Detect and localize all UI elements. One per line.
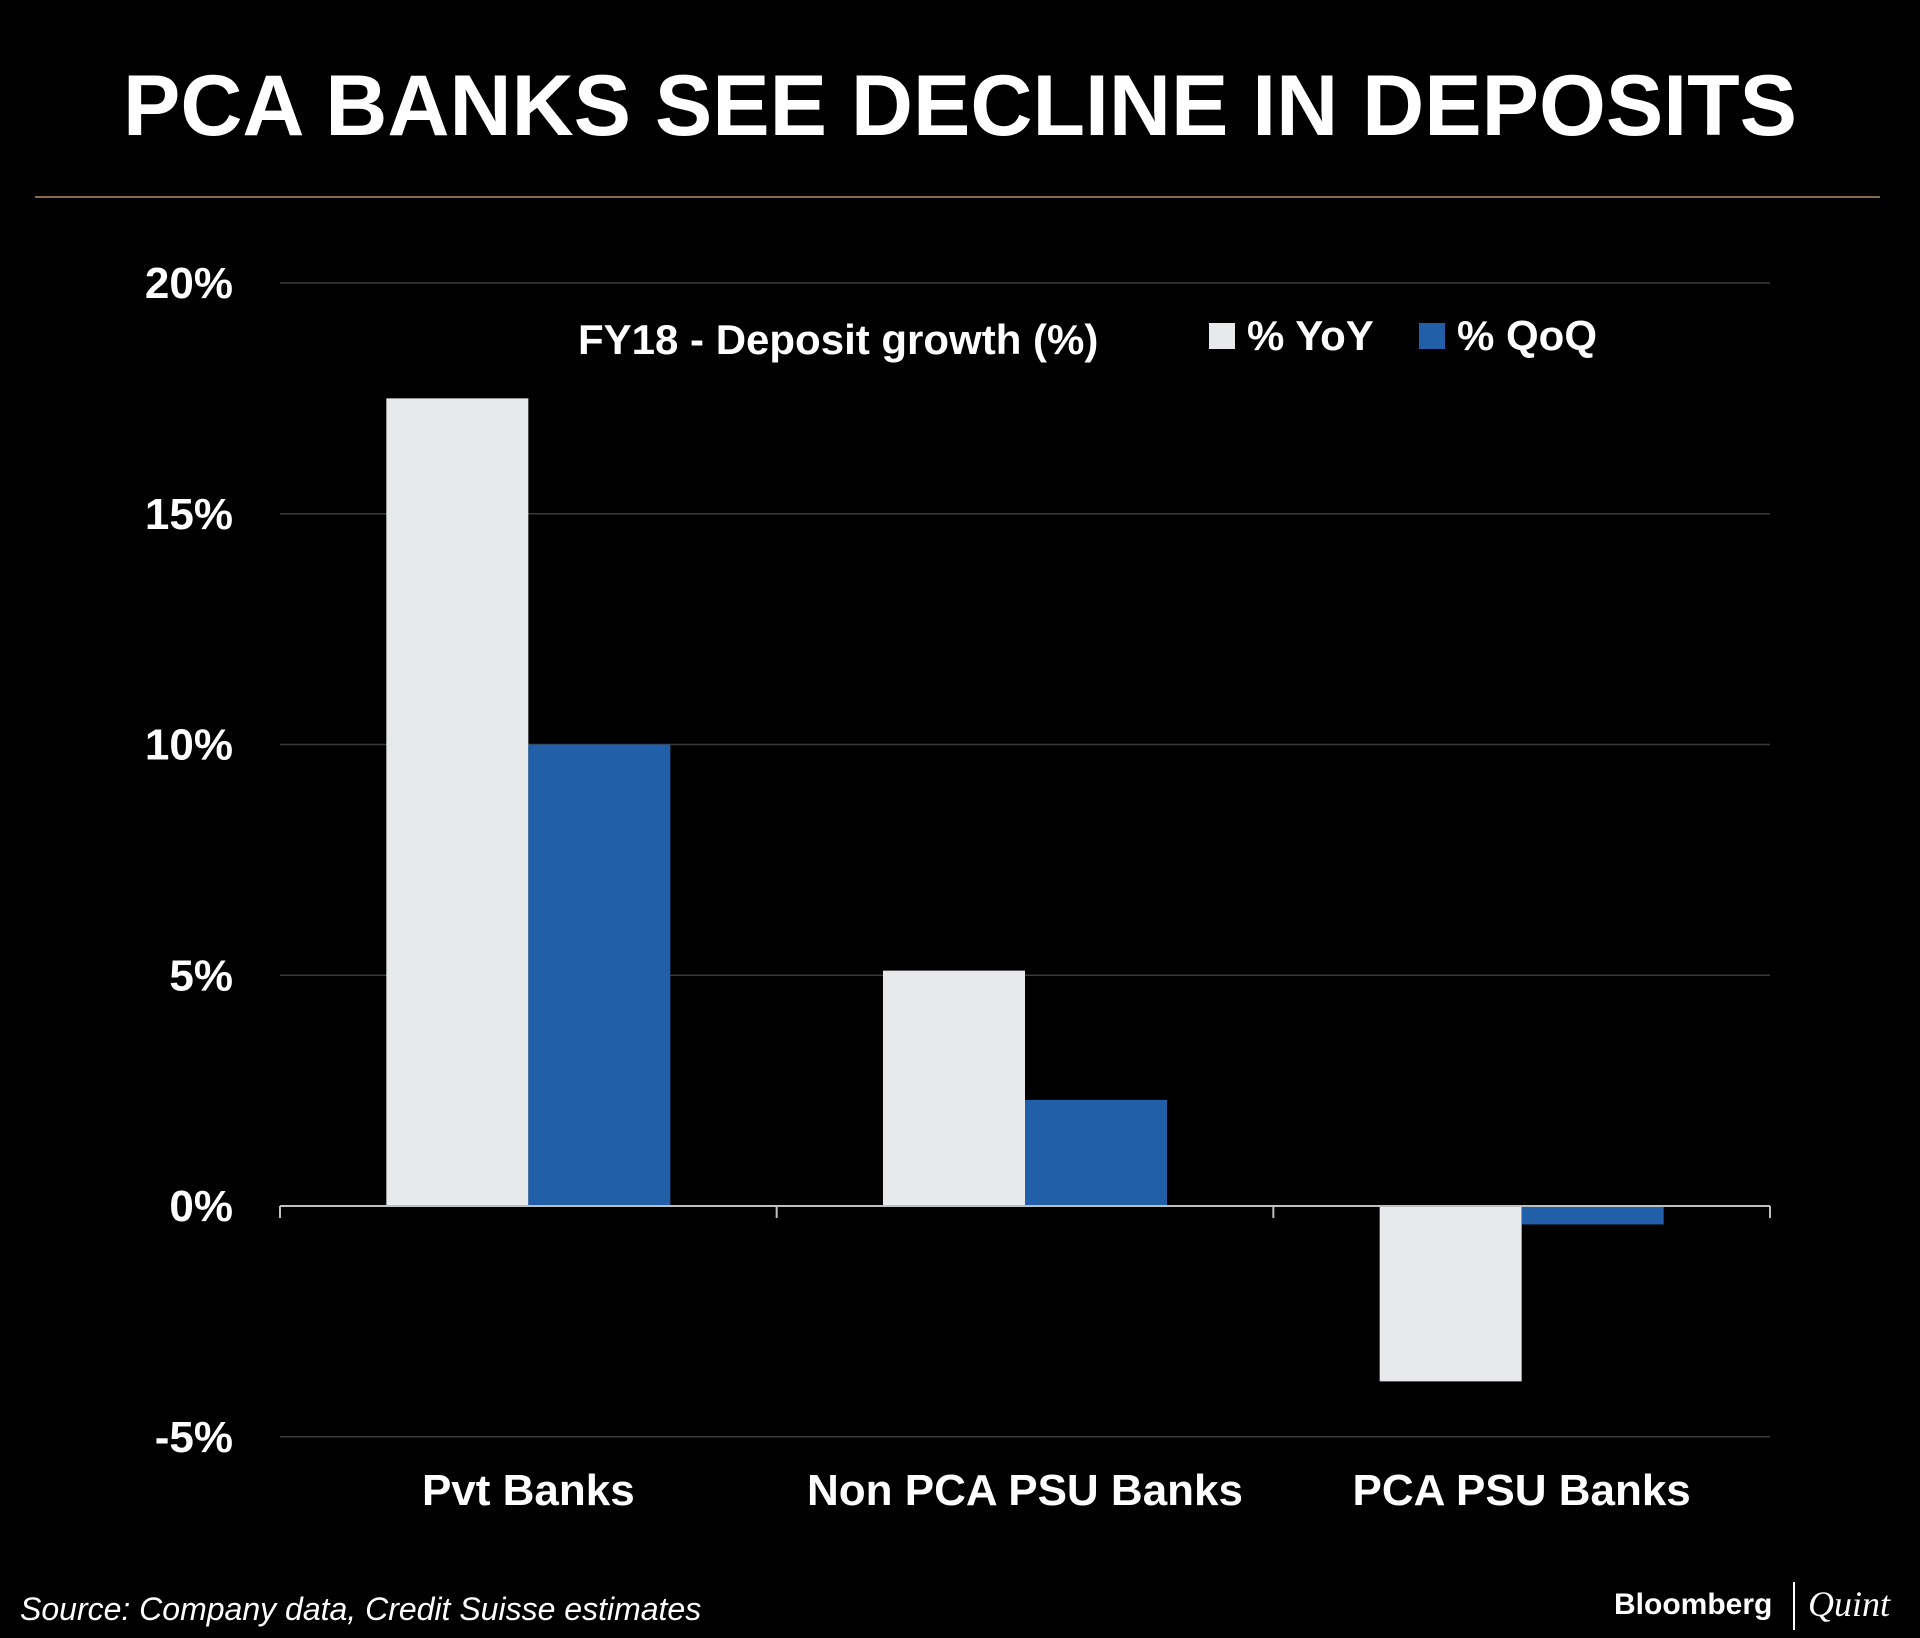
y-tick-label: 0%: [169, 1182, 233, 1231]
x-axis: [279, 1205, 1771, 1218]
y-tick-label: 15%: [145, 490, 233, 539]
y-axis-tick-labels: 20% 15% 10% 5% 0% -5%: [145, 259, 233, 1462]
brand-bloomberg: Bloomberg: [1614, 1588, 1772, 1621]
y-tick-label: 10%: [145, 721, 233, 770]
source-note: Source: Company data, Credit Suisse esti…: [20, 1591, 701, 1627]
legend-swatch-qoq: [1419, 323, 1445, 349]
bar-yoy-2: [1379, 1206, 1522, 1382]
brand-logo: Bloomberg Quint: [1614, 1582, 1891, 1630]
y-tick-label: 5%: [169, 951, 233, 1000]
chart-inner-title: FY18 - Deposit growth (%): [578, 316, 1098, 363]
y-tick-label: -5%: [155, 1413, 233, 1462]
y-tick-label: 20%: [145, 259, 233, 308]
bar-qoq-0: [528, 744, 671, 1206]
bar-qoq-2: [1521, 1206, 1664, 1225]
brand-quint: Quint: [1808, 1584, 1891, 1624]
x-category-label: Non PCA PSU Banks: [807, 1466, 1243, 1515]
legend: % YoY % QoQ: [1209, 312, 1597, 359]
bar-yoy-0: [386, 398, 529, 1206]
legend-label-yoy: % YoY: [1247, 312, 1374, 359]
bar-yoy-1: [883, 970, 1025, 1206]
legend-swatch-yoy: [1209, 323, 1235, 349]
x-category-label: PCA PSU Banks: [1353, 1466, 1691, 1515]
legend-label-qoq: % QoQ: [1457, 312, 1597, 359]
bar-qoq-1: [1025, 1099, 1167, 1206]
x-category-label: Pvt Banks: [422, 1466, 635, 1515]
x-axis-category-labels: Pvt Banks Non PCA PSU Banks PCA PSU Banks: [422, 1466, 1691, 1515]
bars: [386, 398, 1664, 1382]
page-title: PCA BANKS SEE DECLINE IN DEPOSITS: [123, 58, 1797, 154]
